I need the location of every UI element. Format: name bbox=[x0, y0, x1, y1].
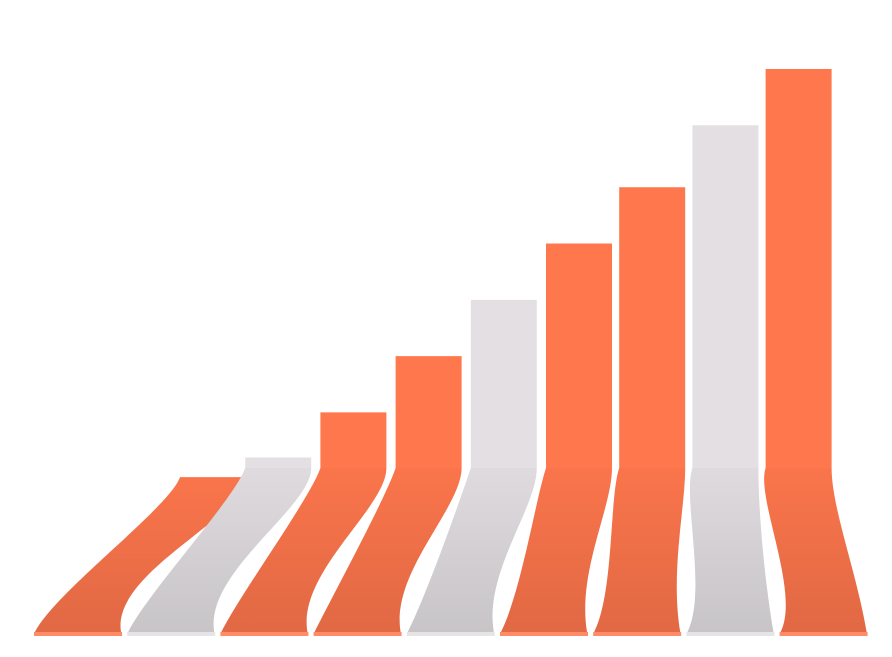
bar-edge bbox=[593, 632, 682, 636]
bar-edge bbox=[34, 632, 122, 636]
bar-floor-shade bbox=[764, 468, 867, 632]
bar-floor-shade bbox=[407, 468, 537, 632]
bar-edge bbox=[779, 632, 868, 636]
bar-floor-shade bbox=[35, 477, 246, 632]
bar-floor-shade bbox=[221, 468, 387, 632]
bar-floor-shade bbox=[594, 468, 686, 632]
bar-edge bbox=[500, 632, 588, 636]
bar-floor-shade bbox=[501, 468, 612, 632]
bar-edge bbox=[220, 632, 309, 636]
bar-floor-shade bbox=[687, 468, 774, 632]
bar-edge bbox=[406, 632, 495, 636]
bar-floor-shade bbox=[128, 468, 312, 632]
bar-floor-shade bbox=[314, 468, 462, 632]
bar-edge bbox=[686, 632, 775, 636]
bar-edge bbox=[127, 632, 216, 636]
bar-edge bbox=[313, 632, 402, 636]
